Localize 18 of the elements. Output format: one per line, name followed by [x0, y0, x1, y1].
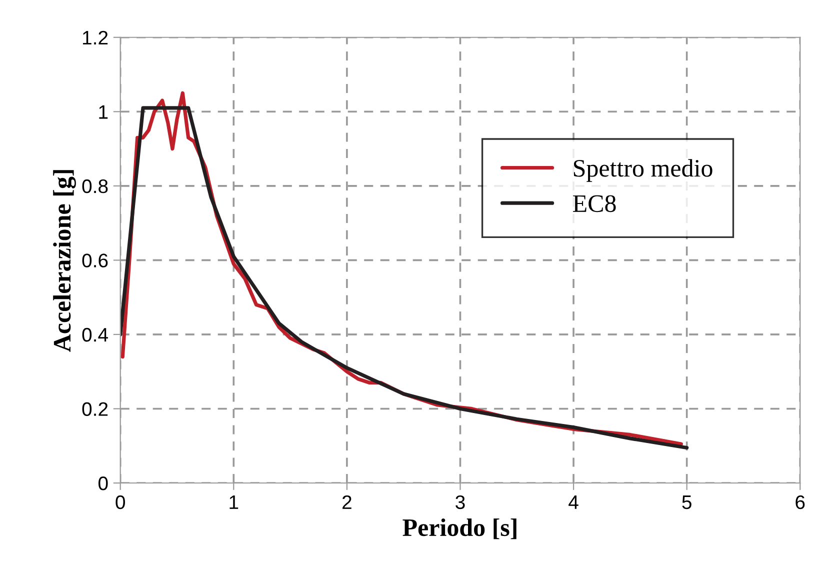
legend-label: Spettro medio: [574, 159, 712, 182]
x-tick-label: 3: [456, 495, 465, 510]
x-tick-label: 1: [230, 496, 238, 509]
x-tick-label: 2: [342, 495, 352, 509]
legend-label: EC8: [573, 195, 616, 212]
x-tick-label: 4: [568, 496, 578, 509]
x-axis-title: Periodo [s]: [402, 518, 516, 540]
y-tick-label: 0: [98, 476, 108, 490]
x-tick-label: 6: [796, 495, 805, 510]
y-tick-label: 0.2: [82, 402, 108, 416]
x-tick-label: 5: [682, 496, 692, 510]
y-tick-label: 1: [99, 105, 108, 119]
x-tick-label: 0: [116, 495, 125, 510]
y-tick-label: 0.8: [82, 179, 108, 194]
y-axis-title: Accelerazione [g]: [53, 170, 76, 352]
y-tick-label: 1.2: [83, 30, 108, 44]
y-tick-label: 0.4: [82, 328, 108, 342]
y-tick-label: 0.6: [82, 254, 108, 268]
